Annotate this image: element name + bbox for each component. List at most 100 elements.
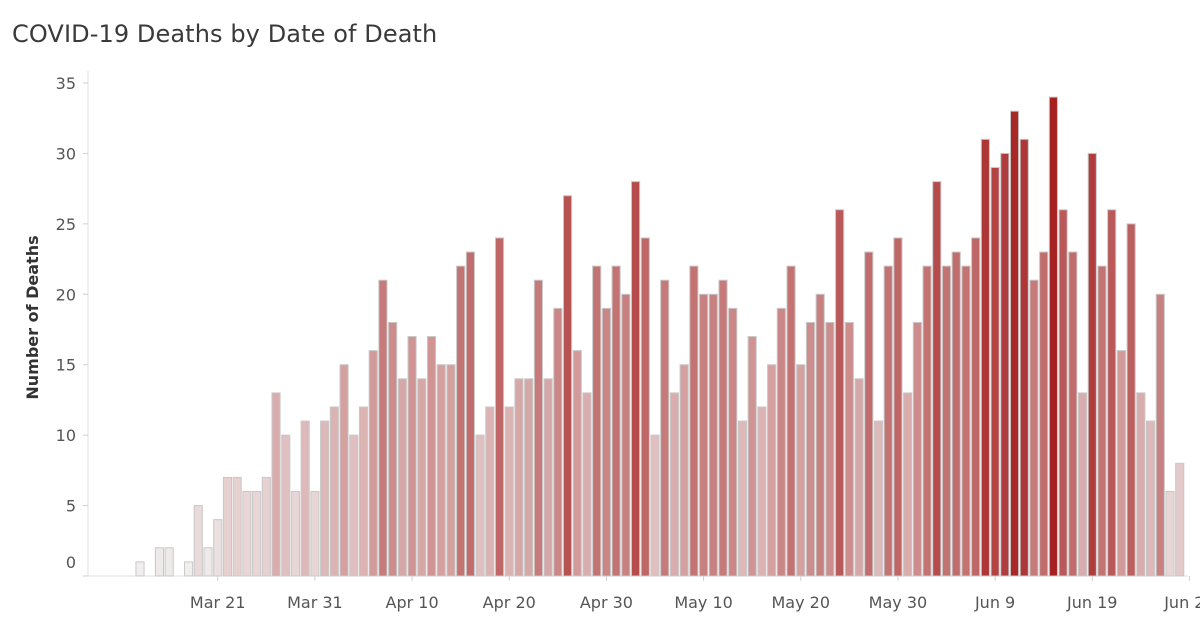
bar <box>864 251 874 577</box>
bar <box>971 237 981 577</box>
bar <box>320 420 330 577</box>
y-tick-label: 15 <box>56 356 76 375</box>
y-tick-label: 30 <box>56 144 76 163</box>
bar <box>873 420 884 577</box>
bar <box>252 490 262 577</box>
bar <box>164 547 174 577</box>
bar <box>232 476 242 577</box>
bar <box>436 364 446 577</box>
bar <box>621 293 631 577</box>
bar <box>660 279 670 577</box>
bar <box>290 490 301 577</box>
x-tick-label: Mar 31 <box>287 593 343 612</box>
bar <box>494 237 505 577</box>
y-tick-label: 5 <box>66 497 76 516</box>
bar <box>786 265 796 577</box>
bar <box>1077 392 1088 577</box>
bar <box>417 378 427 577</box>
bar <box>912 321 922 577</box>
bar <box>1068 251 1078 577</box>
bar <box>1087 152 1097 577</box>
bar <box>184 561 194 577</box>
bar <box>1058 209 1068 577</box>
bar <box>728 307 738 577</box>
bar <box>456 265 466 577</box>
bar <box>1165 490 1175 577</box>
bar <box>679 364 689 577</box>
bar <box>378 279 388 577</box>
bar <box>1019 138 1029 577</box>
bar <box>1155 293 1165 577</box>
bar <box>1029 279 1039 577</box>
bar <box>1000 152 1010 577</box>
bar <box>699 293 709 577</box>
bar <box>631 181 641 577</box>
bar <box>514 378 524 577</box>
bar <box>1126 223 1136 577</box>
bar <box>903 392 913 577</box>
bar <box>951 251 961 577</box>
bar <box>1048 96 1058 577</box>
bar <box>592 265 602 577</box>
bar <box>650 434 660 577</box>
bar <box>533 279 543 577</box>
bar <box>543 378 553 577</box>
bar <box>1097 265 1107 577</box>
bar <box>922 265 932 577</box>
bar <box>776 307 786 577</box>
bar <box>854 378 864 577</box>
bar <box>980 138 990 577</box>
x-tick-label: Apr 10 <box>386 593 439 612</box>
bar <box>397 378 407 577</box>
bar <box>844 321 854 577</box>
bar <box>611 265 621 577</box>
bar <box>825 321 835 577</box>
x-tick-label: May 20 <box>771 593 830 612</box>
x-tick-label: Jun 9 <box>974 593 1015 612</box>
y-tick-label: 20 <box>56 285 76 304</box>
bar <box>1009 110 1020 577</box>
bar <box>329 406 339 577</box>
bar <box>640 237 650 577</box>
bar <box>475 434 485 577</box>
bar <box>767 364 777 577</box>
y-tick-label: 10 <box>56 426 76 445</box>
bar <box>689 265 699 577</box>
y-tick-label: 0 <box>66 553 76 572</box>
bar <box>757 406 767 577</box>
bar <box>339 364 349 577</box>
bar <box>388 321 398 577</box>
y-axis-label: Number of Deaths <box>23 235 42 399</box>
bar <box>601 307 611 577</box>
bar <box>465 251 475 577</box>
x-tick-label: Apr 30 <box>580 593 633 612</box>
bar <box>1136 392 1146 577</box>
bar <box>553 307 563 577</box>
y-tick-label: 25 <box>56 215 76 234</box>
bar <box>203 547 213 577</box>
bar <box>281 434 291 577</box>
bar <box>718 279 728 577</box>
x-tick-label: Apr 20 <box>483 593 536 612</box>
bar <box>135 561 145 577</box>
bar <box>737 420 748 577</box>
bar <box>572 350 582 577</box>
bar <box>154 547 165 577</box>
bar <box>1107 209 1117 577</box>
bar <box>261 476 271 577</box>
bar <box>1146 420 1156 577</box>
bar <box>941 265 952 577</box>
bar <box>242 490 252 577</box>
bar <box>1116 350 1126 577</box>
bar <box>426 336 437 577</box>
bar <box>835 209 845 577</box>
bar <box>271 392 281 577</box>
bar <box>193 505 203 577</box>
bar <box>358 406 369 577</box>
bar <box>815 293 825 577</box>
bar <box>213 519 223 577</box>
x-tick-label: Jun 29 <box>1163 593 1200 612</box>
bar <box>562 195 573 577</box>
chart-title: COVID-19 Deaths by Date of Death <box>12 20 438 48</box>
